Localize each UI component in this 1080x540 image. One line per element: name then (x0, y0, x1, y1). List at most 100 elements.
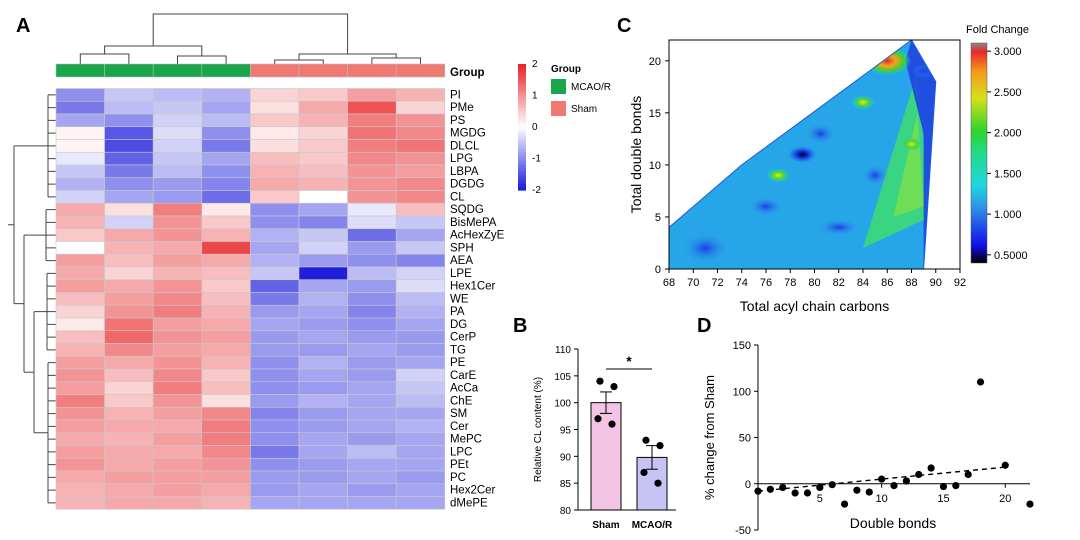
heatmap-cell (395, 470, 446, 485)
colorbar-step (518, 183, 526, 188)
data-point (656, 442, 664, 450)
heatmap-cell (104, 139, 154, 153)
y-tick-label: 95 (560, 426, 572, 437)
dendrogram-branch (79, 53, 130, 64)
colorbar-tick-label: 1 (532, 91, 538, 102)
dendrogram-branch (371, 57, 421, 64)
colorbar-tick-label: 3.000 (994, 46, 1022, 58)
heatmap-cell (250, 445, 300, 459)
heatmap-cell (104, 343, 154, 357)
heatmap-cell (55, 330, 105, 344)
heatmap-cell (298, 445, 348, 459)
heatmap-cell (395, 381, 446, 395)
heatmap-cell (298, 100, 348, 115)
heatmap-cell (104, 355, 154, 370)
heatmap-cell (152, 241, 203, 255)
heatmap-cell (298, 457, 348, 472)
colorbar-step (518, 164, 526, 169)
legend-label: MCAO/R (571, 82, 611, 93)
heatmap-cell (347, 113, 397, 128)
heatmap-cell (298, 317, 348, 332)
row-label: CarE (450, 370, 477, 382)
heatmap-cell (395, 483, 446, 497)
heatmap-cell (395, 496, 446, 510)
group-cell (201, 63, 251, 78)
heatmap-cell (395, 279, 446, 293)
row-label: SM (450, 408, 467, 420)
heatmap-cell (347, 292, 397, 306)
heatmap-cell (152, 368, 203, 383)
row-label: PE (450, 357, 466, 369)
heatmap-cell (395, 113, 446, 128)
colorbar-step (518, 82, 526, 87)
row-label: TG (450, 344, 466, 356)
category-label: MCAO/R (632, 520, 673, 531)
colorbar-step (518, 177, 526, 182)
heatmap-cell (152, 470, 203, 485)
heatmap-cell (104, 88, 154, 102)
heatmap-cell (347, 279, 397, 293)
heatmap-cell (104, 253, 154, 268)
y-tick-label: 110 (555, 345, 571, 356)
x-tick-label: 80 (808, 277, 820, 289)
heatmap-cell (55, 126, 105, 140)
colorbar-title: Fold Change (966, 24, 1029, 36)
heatmap-cell (152, 394, 203, 408)
colorbar-step (518, 108, 526, 112)
heatmap-cell (250, 355, 300, 370)
data-point (642, 436, 650, 444)
heatmap-cell (347, 355, 397, 370)
heatmap-cell (347, 470, 397, 485)
contour-blob (683, 234, 728, 263)
x-tick-label: 5 (817, 493, 823, 505)
data-point (766, 485, 774, 493)
row-label: LBPA (450, 166, 479, 178)
y-tick-label: 20 (649, 56, 661, 68)
heatmap-cell (201, 113, 251, 128)
heatmap-cell (298, 126, 348, 140)
heatmap-cell (104, 215, 154, 230)
heatmap-cell (104, 100, 154, 115)
dendrogram-branch (298, 53, 397, 60)
group-legend: Group MCAO/R Sham (551, 64, 611, 116)
heatmap-cell (104, 406, 154, 421)
heatmap-cell (298, 343, 348, 357)
heatmap-cell (250, 215, 300, 230)
data-point (1001, 461, 1009, 469)
colorbar-tick-label: 0.5000 (994, 250, 1028, 262)
heatmap-cell (347, 88, 397, 102)
heatmap-cell (395, 177, 446, 191)
heatmap-cell (152, 279, 203, 293)
contour-hotspot (911, 64, 936, 79)
heatmap-cell (395, 419, 446, 434)
heatmap-cell (55, 139, 105, 153)
heatmap-cell (55, 241, 105, 255)
heatmap-cell (298, 190, 348, 204)
heatmap-cell (347, 483, 397, 497)
heatmap-cell (104, 394, 154, 408)
contour-hotspot (766, 168, 791, 183)
data-point (816, 483, 824, 492)
heatmap-cell (152, 202, 203, 217)
heatmap-cell (347, 190, 397, 204)
heatmap-cell (55, 215, 105, 230)
heatmap-cell (201, 432, 251, 446)
colorbar-step (518, 158, 526, 163)
heatmap-cell (298, 228, 348, 242)
row-label: dMePE (450, 497, 488, 509)
row-label: WE (450, 293, 469, 305)
panel-letter-b: B (513, 315, 527, 337)
heatmap-cell (55, 368, 105, 383)
heatmap-cell (201, 100, 251, 115)
heatmap-cell (250, 381, 300, 395)
heatmap-cell (395, 100, 446, 115)
heatmap-cell (395, 355, 446, 370)
heatmap-cell (298, 139, 348, 153)
bar-panel: 80 85 90 95 100 105 110 Relative CL content (%)… (533, 345, 676, 531)
data-point (1026, 500, 1034, 508)
data-point (610, 382, 618, 391)
heatmap-cell (298, 177, 348, 191)
category-label: Sham (592, 520, 619, 531)
x-tick-label: 70 (687, 277, 699, 289)
row-label: MGDG (450, 128, 486, 140)
